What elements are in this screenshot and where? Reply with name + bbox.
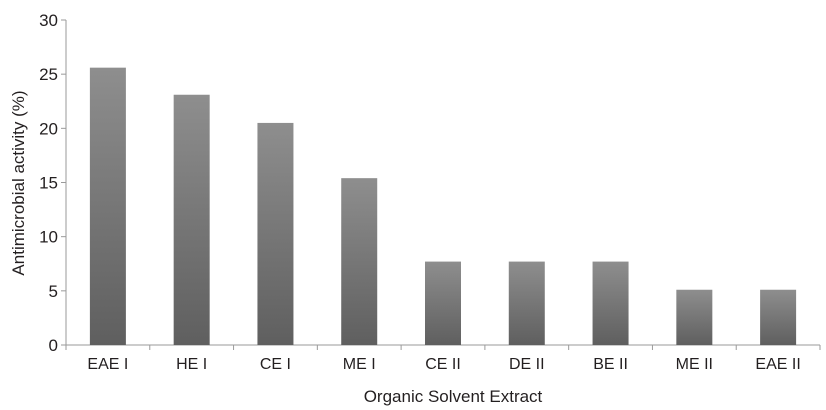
x-tick-label: EAE II: [755, 356, 800, 373]
y-tick-label: 30: [39, 11, 58, 30]
x-axis: EAE I HE I CE I ME I CE II DE II BE II ME II EAE…: [65, 344, 821, 373]
x-tick-label: CE II: [425, 356, 461, 373]
y-tick-label: 10: [39, 228, 58, 247]
bar: [592, 261, 629, 345]
bar: [257, 122, 294, 346]
bar: [676, 289, 713, 345]
y-tick-label: 25: [39, 65, 58, 84]
y-tick-label: 15: [39, 174, 58, 193]
bars: [89, 67, 797, 346]
bar: [760, 289, 797, 345]
bar: [341, 178, 378, 345]
x-tick-label: CE I: [260, 356, 291, 373]
bar: [89, 67, 126, 346]
y-axis-label: Antimicrobial activity (%): [9, 90, 28, 275]
x-tick-label: HE I: [176, 356, 207, 373]
bar: [508, 261, 545, 345]
y-axis: 0 5 10 15 20 25 30: [39, 11, 67, 355]
y-tick-label: 20: [39, 119, 58, 138]
bar: [425, 261, 461, 345]
x-tick-label: ME II: [676, 356, 713, 373]
x-tick-label: DE II: [509, 356, 545, 373]
x-tick-label: EAE I: [87, 356, 128, 373]
x-axis-label: Organic Solvent Extract: [364, 387, 543, 406]
bar: [173, 94, 210, 345]
x-tick-label: BE II: [593, 356, 628, 373]
y-tick-label: 0: [49, 336, 58, 355]
x-tick-label: ME I: [343, 356, 376, 373]
y-tick-label: 5: [49, 282, 58, 301]
